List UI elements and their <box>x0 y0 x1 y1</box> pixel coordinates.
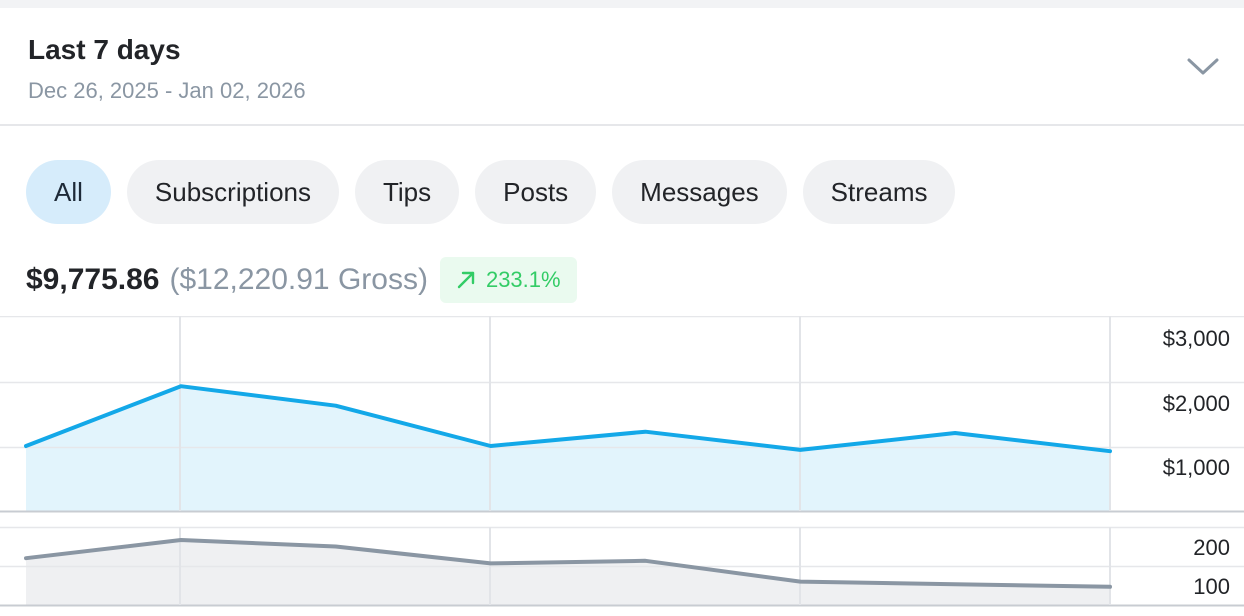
filter-tabs: All Subscriptions Tips Posts Messages St… <box>26 160 956 224</box>
period-title: Last 7 days <box>28 34 181 65</box>
net-earnings: $9,775.86 <box>26 263 160 296</box>
tab-messages[interactable]: Messages <box>612 160 787 224</box>
period-range: Dec 26, 2025 - Jan 02, 2026 <box>28 78 306 103</box>
series-line-2 <box>24 538 1112 589</box>
arrow-up-right-icon <box>457 271 475 289</box>
chevron-down-icon[interactable] <box>1186 54 1220 78</box>
tab-all[interactable]: All <box>26 160 111 224</box>
y-tick-label: $3,000 <box>1163 326 1230 351</box>
y-tick-label: $1,000 <box>1163 455 1230 480</box>
change-badge: 233.1% <box>439 257 577 303</box>
top-strip <box>0 0 1244 8</box>
series-line-1 <box>24 384 1112 454</box>
y-tick-label: 100 <box>1193 574 1230 599</box>
y-tick-label: $2,000 <box>1163 391 1230 416</box>
period-selector[interactable]: Last 7 days Dec 26, 2025 - Jan 02, 2026 <box>0 8 1244 126</box>
tab-posts[interactable]: Posts <box>475 160 597 224</box>
gross-earnings: ($12,220.91 Gross) <box>169 263 428 296</box>
series-area-1 <box>26 386 1110 511</box>
tab-tips[interactable]: Tips <box>354 160 460 224</box>
y-tick-label: 200 <box>1193 535 1230 560</box>
tab-subscriptions[interactable]: Subscriptions <box>126 160 339 224</box>
earnings-chart: $3,000 $2,000 $1,000 200 100 <box>0 316 1244 607</box>
series-area-2 <box>26 540 1110 605</box>
earnings-summary: $9,775.86 ($12,220.91 Gross) 233.1% <box>26 256 577 304</box>
tab-streams[interactable]: Streams <box>802 160 956 224</box>
change-percent: 233.1% <box>485 267 561 292</box>
